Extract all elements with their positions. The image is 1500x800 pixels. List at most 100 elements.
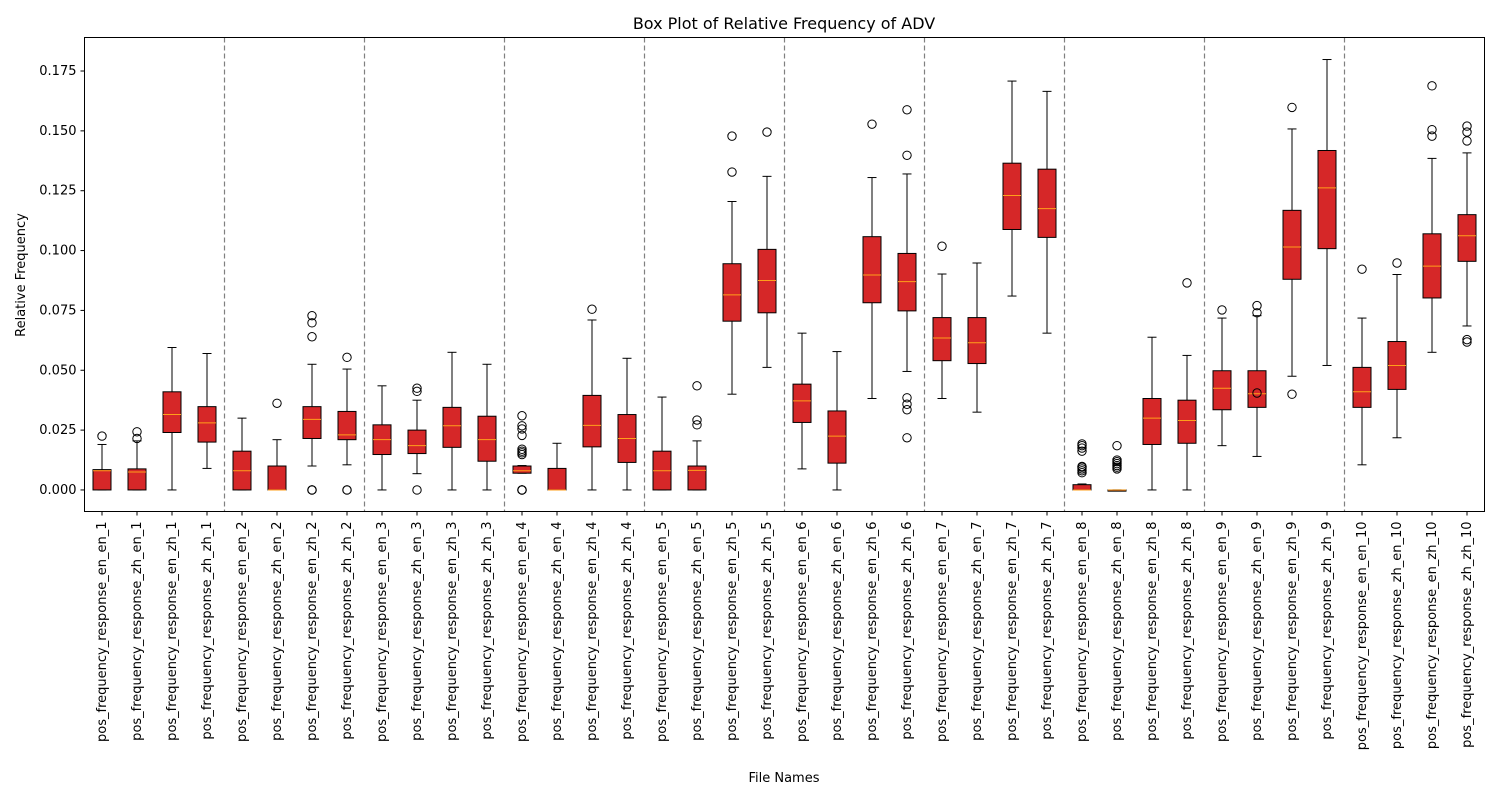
x-tick-label: pos_frequency_response_en_en_4 bbox=[515, 522, 530, 742]
outlier-point bbox=[412, 485, 422, 495]
x-tick-label: pos_frequency_response_zh_zh_4 bbox=[620, 522, 635, 740]
x-tick-label: pos_frequency_response_en_en_1 bbox=[95, 522, 110, 742]
box-10 bbox=[407, 383, 427, 495]
box-33 bbox=[1212, 305, 1232, 447]
y-tick-label: 0.050 bbox=[39, 363, 76, 378]
outlier-point bbox=[412, 386, 422, 397]
box-25 bbox=[932, 241, 952, 400]
outlier-point bbox=[1287, 389, 1297, 399]
box-body bbox=[512, 465, 532, 474]
plot-frame bbox=[84, 37, 1485, 512]
outlier-point bbox=[902, 105, 912, 115]
box-21 bbox=[792, 332, 812, 470]
outlier-point bbox=[1182, 278, 1192, 288]
outlier-point bbox=[1287, 102, 1297, 113]
outlier-point bbox=[1252, 388, 1262, 398]
outlier-point bbox=[1427, 81, 1437, 91]
box-body bbox=[92, 469, 112, 491]
x-tick-label: pos_frequency_response_zh_en_8 bbox=[1110, 522, 1125, 741]
box-14 bbox=[547, 442, 567, 491]
outlier-point bbox=[902, 405, 912, 415]
box-2 bbox=[127, 427, 147, 491]
x-tick-label: pos_frequency_response_en_zh_7 bbox=[1005, 522, 1020, 741]
y-tick-label: 0.125 bbox=[39, 184, 76, 199]
x-tick-label: pos_frequency_response_zh_en_1 bbox=[130, 522, 145, 741]
y-axis-label: Relative Frequency bbox=[14, 213, 29, 337]
x-tick-label: pos_frequency_response_zh_zh_2 bbox=[340, 522, 355, 740]
x-tick-label: pos_frequency_response_en_zh_3 bbox=[445, 522, 460, 741]
box-body bbox=[827, 410, 847, 464]
outlier-point bbox=[342, 352, 352, 363]
box-body bbox=[1317, 149, 1337, 250]
box-31 bbox=[1142, 336, 1162, 491]
x-tick-label: pos_frequency_response_zh_zh_9 bbox=[1320, 522, 1335, 740]
x-tick-label: pos_frequency_response_zh_en_5 bbox=[690, 522, 705, 741]
outlier-point bbox=[132, 433, 142, 444]
box-37 bbox=[1352, 264, 1372, 466]
outlier-point bbox=[1077, 439, 1087, 449]
x-tick-label: pos_frequency_response_en_en_5 bbox=[655, 522, 670, 742]
x-tick-label: pos_frequency_response_en_zh_1 bbox=[165, 522, 180, 741]
x-tick-label: pos_frequency_response_en_zh_10 bbox=[1425, 522, 1440, 750]
outlier-point bbox=[307, 310, 317, 321]
outlier-point bbox=[902, 393, 912, 403]
box-body bbox=[1212, 370, 1232, 411]
x-tick-label: pos_frequency_response_zh_zh_8 bbox=[1180, 522, 1195, 740]
box-23 bbox=[862, 119, 882, 400]
box-1 bbox=[92, 431, 112, 491]
outlier-point bbox=[692, 415, 702, 425]
outlier-point bbox=[517, 444, 527, 454]
y-tick-label: 0.000 bbox=[39, 483, 76, 498]
x-tick-label: pos_frequency_response_zh_en_4 bbox=[550, 522, 565, 741]
outlier-point bbox=[1462, 127, 1472, 137]
box-body bbox=[967, 317, 987, 365]
box-body bbox=[302, 406, 322, 439]
box-17 bbox=[652, 396, 672, 491]
box-body bbox=[722, 263, 742, 322]
x-tick-label: pos_frequency_response_zh_zh_7 bbox=[1040, 522, 1055, 740]
box-27 bbox=[1002, 80, 1022, 297]
outlier-point bbox=[412, 383, 422, 393]
y-tick-label: 0.175 bbox=[39, 64, 76, 79]
box-body bbox=[1037, 168, 1057, 238]
x-tick-label: pos_frequency_response_en_en_3 bbox=[375, 522, 390, 742]
box-13 bbox=[512, 411, 532, 495]
box-39 bbox=[1422, 81, 1442, 353]
box-11 bbox=[442, 351, 462, 491]
x-tick-label: pos_frequency_response_zh_zh_1 bbox=[200, 522, 215, 740]
outlier-point bbox=[1217, 305, 1227, 315]
x-tick-label: pos_frequency_response_en_zh_4 bbox=[585, 522, 600, 741]
outlier-point bbox=[307, 332, 317, 342]
outlier-point bbox=[307, 318, 317, 328]
box-9 bbox=[372, 385, 392, 491]
box-body bbox=[127, 468, 147, 491]
box-body bbox=[932, 317, 952, 362]
outlier-point bbox=[1252, 300, 1262, 311]
box-34 bbox=[1247, 300, 1267, 457]
x-tick-label: pos_frequency_response_zh_en_2 bbox=[270, 522, 285, 741]
outlier-point bbox=[692, 420, 702, 430]
x-axis-label: File Names bbox=[748, 771, 819, 786]
outlier-point bbox=[937, 241, 947, 251]
outlier-point bbox=[1357, 264, 1367, 274]
box-19 bbox=[722, 131, 742, 395]
box-body bbox=[792, 383, 812, 423]
box-body bbox=[477, 415, 497, 462]
box-8 bbox=[337, 352, 357, 495]
box-26 bbox=[967, 262, 987, 413]
outlier-point bbox=[132, 427, 142, 437]
box-5 bbox=[232, 417, 252, 491]
x-tick-label: pos_frequency_response_zh_en_10 bbox=[1390, 522, 1405, 750]
outlier-point bbox=[1462, 121, 1472, 131]
box-body bbox=[1072, 484, 1092, 491]
outlier-point bbox=[517, 430, 527, 441]
outlier-point bbox=[1077, 443, 1087, 453]
box-body bbox=[687, 465, 707, 491]
x-tick-label: pos_frequency_response_zh_zh_10 bbox=[1460, 522, 1475, 748]
x-tick-label: pos_frequency_response_en_en_8 bbox=[1075, 522, 1090, 742]
box-body bbox=[1282, 209, 1302, 280]
box-body bbox=[1142, 398, 1162, 445]
x-tick-label: pos_frequency_response_zh_zh_5 bbox=[760, 522, 775, 740]
box-body bbox=[1177, 399, 1197, 444]
